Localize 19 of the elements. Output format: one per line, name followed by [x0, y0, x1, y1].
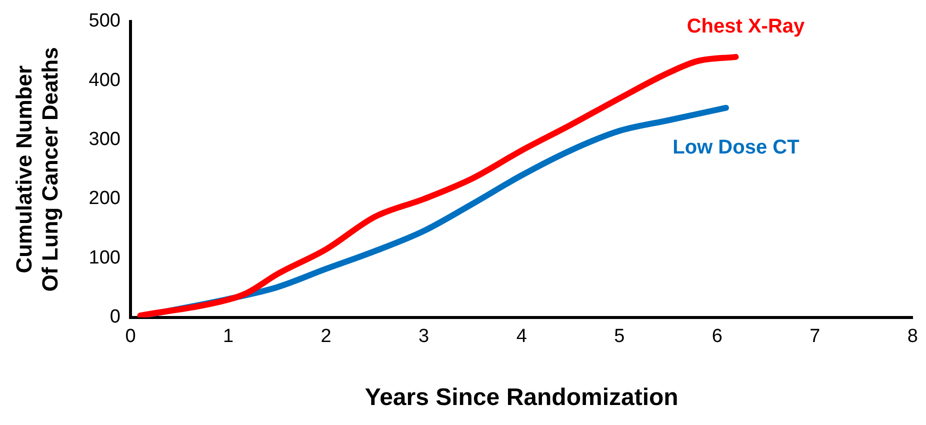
- x-axis-title: Years Since Randomization: [364, 384, 678, 412]
- y-tick-label: 400: [88, 70, 120, 91]
- x-tick-label: 1: [222, 326, 234, 348]
- y-axis-title: Cumulative Number Of Lung Cancer Deaths: [11, 47, 63, 292]
- x-tick-label: 6: [712, 326, 722, 348]
- y-tick-label: 200: [88, 188, 120, 210]
- y-tick-label: 0: [110, 306, 120, 328]
- series-label: Low Dose CT: [672, 136, 800, 158]
- x-tick-label: 2: [320, 326, 332, 348]
- y-tick-label: 100: [88, 247, 120, 268]
- x-tick-label: 5: [614, 326, 625, 348]
- series-label: Chest X-Ray: [686, 15, 806, 38]
- y-tick-label: 500: [88, 10, 120, 32]
- x-tick-label: 3: [418, 326, 430, 348]
- y-tick-label: 300: [88, 129, 120, 150]
- x-tick-label: 8: [907, 326, 918, 348]
- x-tick-label: 4: [516, 326, 528, 348]
- x-tick-label: 7: [810, 326, 820, 348]
- x-tick-label: 0: [125, 326, 136, 348]
